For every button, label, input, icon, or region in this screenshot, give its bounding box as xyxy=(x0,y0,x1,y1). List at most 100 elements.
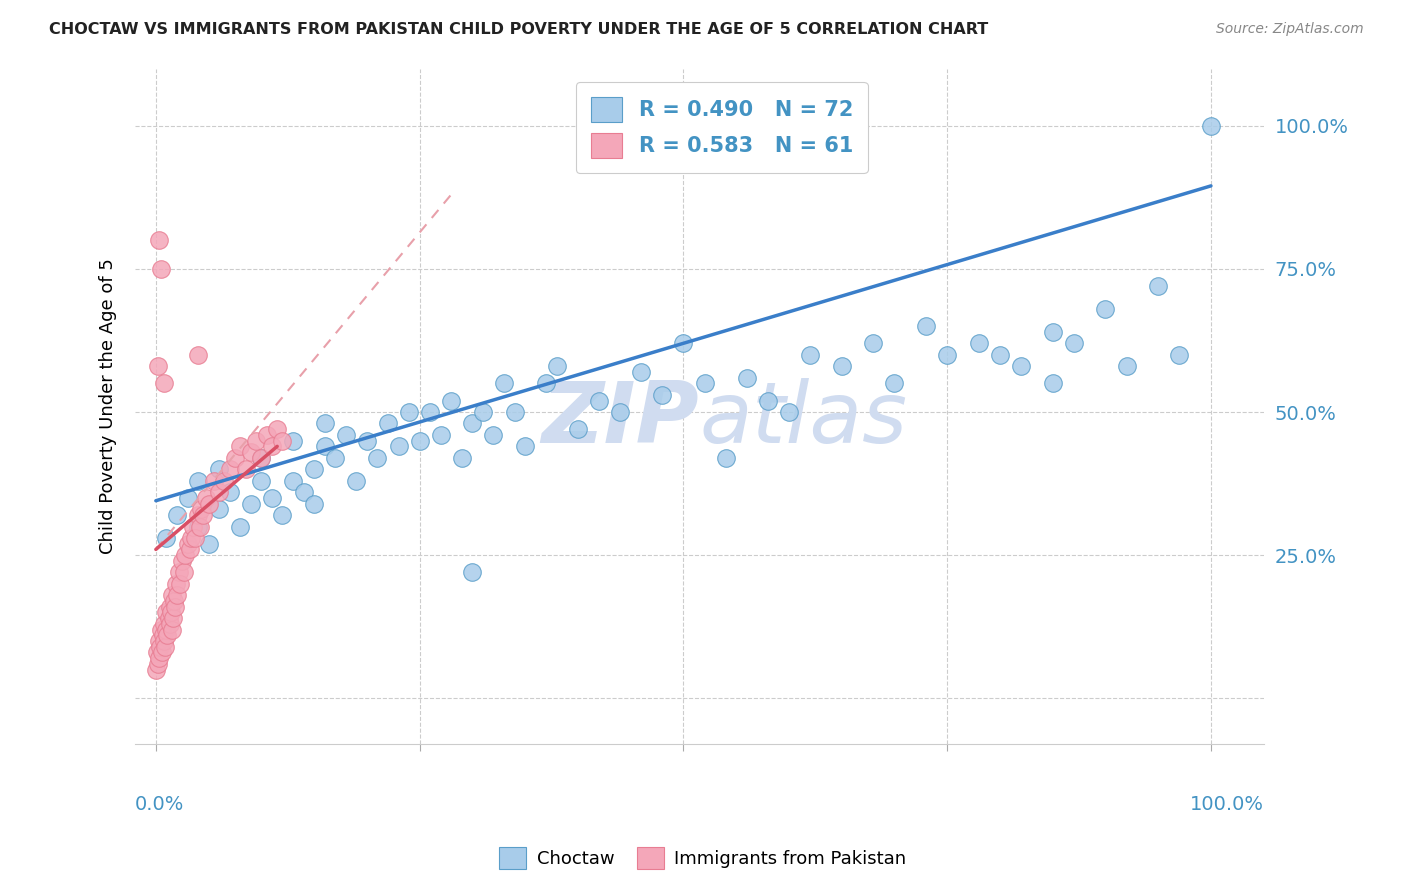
Point xyxy=(166,588,188,602)
Point xyxy=(693,376,716,391)
Point xyxy=(1115,359,1137,374)
Point xyxy=(208,485,231,500)
Point xyxy=(167,566,190,580)
Point xyxy=(271,434,294,448)
Legend: R = 0.490   N = 72, R = 0.583   N = 61: R = 0.490 N = 72, R = 0.583 N = 61 xyxy=(576,82,868,173)
Point xyxy=(1063,336,1085,351)
Point xyxy=(235,462,257,476)
Point xyxy=(224,450,246,465)
Point xyxy=(250,450,273,465)
Point xyxy=(146,645,169,659)
Point xyxy=(218,485,240,500)
Point xyxy=(1094,301,1116,316)
Point xyxy=(250,474,273,488)
Point xyxy=(1042,325,1064,339)
Point xyxy=(260,439,283,453)
Point xyxy=(159,606,181,620)
Point xyxy=(145,663,167,677)
Point xyxy=(988,348,1011,362)
Point xyxy=(281,434,304,448)
Point xyxy=(302,462,325,476)
Point xyxy=(260,491,283,505)
Point xyxy=(250,450,273,465)
Point xyxy=(160,623,183,637)
Text: CHOCTAW VS IMMIGRANTS FROM PAKISTAN CHILD POVERTY UNDER THE AGE OF 5 CORRELATION: CHOCTAW VS IMMIGRANTS FROM PAKISTAN CHIL… xyxy=(49,22,988,37)
Point xyxy=(187,348,209,362)
Point xyxy=(492,376,515,391)
Point xyxy=(176,537,198,551)
Point xyxy=(266,422,288,436)
Point xyxy=(1042,376,1064,391)
Point xyxy=(155,531,177,545)
Point xyxy=(1168,348,1191,362)
Point xyxy=(187,508,209,522)
Point xyxy=(176,491,198,505)
Point xyxy=(672,336,695,351)
Legend: Choctaw, Immigrants from Pakistan: Choctaw, Immigrants from Pakistan xyxy=(492,839,914,876)
Point xyxy=(714,450,737,465)
Point xyxy=(756,393,779,408)
Point xyxy=(323,450,346,465)
Point xyxy=(651,388,673,402)
Point xyxy=(735,370,758,384)
Point xyxy=(335,428,357,442)
Point xyxy=(239,497,262,511)
Point xyxy=(197,537,219,551)
Point xyxy=(229,439,252,453)
Point xyxy=(546,359,568,374)
Point xyxy=(160,588,183,602)
Point xyxy=(1199,119,1222,133)
Point xyxy=(146,359,169,374)
Point xyxy=(173,566,195,580)
Point xyxy=(461,417,484,431)
Point xyxy=(188,519,211,533)
Point xyxy=(150,623,173,637)
Point xyxy=(163,594,186,608)
Point xyxy=(831,359,853,374)
Point xyxy=(398,405,420,419)
Point xyxy=(152,628,174,642)
Text: Source: ZipAtlas.com: Source: ZipAtlas.com xyxy=(1216,22,1364,37)
Point xyxy=(239,445,262,459)
Point xyxy=(202,474,225,488)
Point xyxy=(461,566,484,580)
Point xyxy=(187,474,209,488)
Point xyxy=(208,502,231,516)
Point xyxy=(150,645,173,659)
Point xyxy=(408,434,430,448)
Point xyxy=(148,651,170,665)
Text: 100.0%: 100.0% xyxy=(1189,795,1264,814)
Point xyxy=(778,405,800,419)
Point xyxy=(180,531,202,545)
Point xyxy=(513,439,536,453)
Point xyxy=(429,428,451,442)
Point xyxy=(159,616,181,631)
Point xyxy=(588,393,610,408)
Point xyxy=(292,485,315,500)
Point xyxy=(314,417,336,431)
Point xyxy=(1010,359,1032,374)
Point xyxy=(153,634,176,648)
Point xyxy=(471,405,494,419)
Point xyxy=(630,365,652,379)
Point xyxy=(155,623,177,637)
Point xyxy=(193,508,215,522)
Point xyxy=(146,657,169,671)
Point xyxy=(256,428,278,442)
Point xyxy=(302,497,325,511)
Point xyxy=(195,491,218,505)
Point xyxy=(936,348,959,362)
Point xyxy=(165,576,187,591)
Point xyxy=(197,497,219,511)
Point xyxy=(915,319,938,334)
Point xyxy=(157,611,180,625)
Point xyxy=(155,606,177,620)
Point xyxy=(155,640,177,654)
Point xyxy=(356,434,378,448)
Point xyxy=(218,462,240,476)
Point xyxy=(166,508,188,522)
Point xyxy=(187,519,209,533)
Point xyxy=(281,474,304,488)
Point xyxy=(184,531,207,545)
Point xyxy=(609,405,631,419)
